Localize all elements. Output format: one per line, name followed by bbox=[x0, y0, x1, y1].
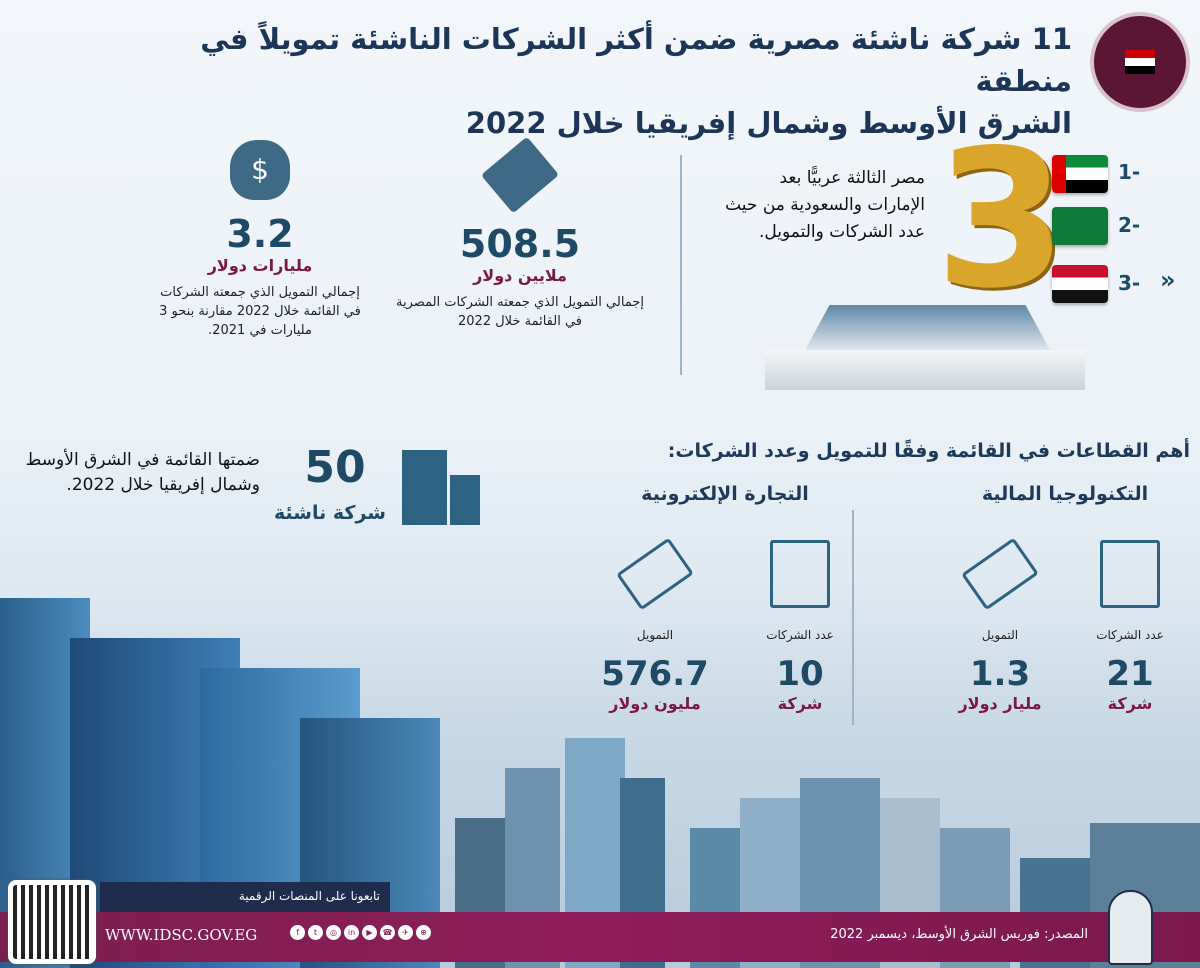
footer-bar: WWW.IDSC.GOV.EG f t ◎ in ▶ ☎ ✈ ⊕ المصدر:… bbox=[0, 912, 1200, 962]
linkedin-icon[interactable]: in bbox=[344, 925, 359, 940]
stat-unit: مليارات دولار bbox=[207, 256, 313, 275]
sector-name: التجارة الإلكترونية bbox=[641, 483, 809, 505]
stat-card: 508.5 ملايين دولار إجمالي التمويل الذي ج… bbox=[395, 136, 645, 331]
count-unit: شركة bbox=[777, 694, 823, 713]
count-unit: شركة bbox=[1107, 694, 1153, 713]
phone-icon[interactable]: ☎ bbox=[380, 925, 395, 940]
qr-code[interactable] bbox=[8, 880, 96, 964]
funding-value: 576.7 bbox=[601, 654, 709, 694]
sectors-heading: أهم القطاعات في القائمة وفقًا للتمويل وع… bbox=[667, 440, 1190, 462]
ecommerce-count: عدد الشركات 10 شركة bbox=[745, 540, 855, 713]
funding-unit: مليون دولار bbox=[609, 694, 701, 713]
stat-card: $ 3.2 مليارات دولار إجمالي التمويل الذي … bbox=[155, 140, 365, 340]
source-text: المصدر: فوربس الشرق الأوسط، ديسمبر 2022 bbox=[830, 927, 1088, 942]
rank-3: 3- bbox=[1118, 271, 1141, 295]
sector-ecommerce: التجارة الإلكترونية bbox=[600, 483, 850, 505]
stat-desc: إجمالي التمويل الذي جمعته الشركات في الق… bbox=[159, 285, 361, 338]
big-number-three: 3 bbox=[935, 109, 1068, 330]
funding-unit: مليار دولار bbox=[958, 694, 1042, 713]
chevron-marker-icon: » bbox=[1160, 266, 1176, 294]
rank-1: 1- bbox=[1118, 160, 1141, 184]
saudi-flag-icon bbox=[1052, 207, 1108, 245]
count-label: عدد الشركات bbox=[1096, 628, 1164, 642]
divider bbox=[852, 510, 854, 725]
youtube-icon[interactable]: ▶ bbox=[362, 925, 377, 940]
fintech-count: عدد الشركات 21 شركة bbox=[1075, 540, 1185, 713]
cash-icon bbox=[961, 537, 1039, 611]
stat-value: 508.5 bbox=[459, 222, 581, 266]
divider bbox=[680, 155, 682, 375]
twitter-icon[interactable]: t bbox=[308, 925, 323, 940]
title-line-1: 11 شركة ناشئة مصرية ضمن أكثر الشركات الن… bbox=[200, 22, 1072, 98]
social-icons: f t ◎ in ▶ ☎ ✈ ⊕ bbox=[290, 925, 431, 940]
building-icon bbox=[1100, 540, 1160, 608]
web-icon[interactable]: ⊕ bbox=[416, 925, 431, 940]
buildings-icon bbox=[402, 445, 482, 525]
eagle-logo-icon bbox=[1108, 890, 1153, 965]
website-link[interactable]: WWW.IDSC.GOV.EG bbox=[105, 926, 258, 944]
count-value: 10 bbox=[776, 654, 824, 694]
count-value: 21 bbox=[1106, 654, 1154, 694]
egypt-flag-icon bbox=[1052, 265, 1108, 303]
cash-icon bbox=[616, 537, 694, 611]
title-line-2: الشرق الأوسط وشمال إفريقيا خلال 2022 bbox=[465, 106, 1072, 140]
funding-value: 1.3 bbox=[969, 654, 1031, 694]
stat-value: 3.2 bbox=[226, 212, 294, 256]
rank-2: 2- bbox=[1118, 213, 1141, 237]
telegram-icon[interactable]: ✈ bbox=[398, 925, 413, 940]
idsc-logo bbox=[1090, 12, 1190, 112]
banknote-icon bbox=[480, 136, 560, 214]
stat-desc: إجمالي التمويل الذي جمعته الشركات المصري… bbox=[396, 295, 644, 329]
page-title: 11 شركة ناشئة مصرية ضمن أكثر الشركات الن… bbox=[172, 18, 1072, 144]
podium bbox=[765, 305, 1085, 390]
follow-text: تابعونا على المنصات الرقمية bbox=[238, 889, 380, 903]
money-bag-icon: $ bbox=[230, 140, 290, 200]
sector-name: التكنولوجيا المالية bbox=[981, 483, 1149, 505]
facebook-icon[interactable]: f bbox=[290, 925, 305, 940]
fintech-funding: التمويل 1.3 مليار دولار bbox=[940, 537, 1060, 713]
sector-fintech: التكنولوجيا المالية bbox=[940, 483, 1190, 505]
startups-unit: شركة ناشئة bbox=[274, 502, 386, 524]
count-label: عدد الشركات bbox=[766, 628, 834, 642]
stat-unit: ملايين دولار bbox=[473, 266, 567, 285]
startups-desc: ضمتها القائمة في الشرق الأوسط وشمال إفري… bbox=[25, 450, 260, 495]
follow-bar: تابعونا على المنصات الرقمية bbox=[100, 882, 390, 912]
ranking-text: مصر الثالثة عربيًّا بعد الإمارات والسعود… bbox=[725, 168, 925, 242]
ecommerce-funding: التمويل 576.7 مليون دولار bbox=[590, 537, 720, 713]
building-icon bbox=[770, 540, 830, 608]
startups-value: 50 bbox=[304, 442, 366, 493]
funding-label: التمويل bbox=[981, 628, 1019, 642]
funding-label: التمويل bbox=[636, 628, 674, 642]
uae-flag-icon bbox=[1052, 155, 1108, 193]
instagram-icon[interactable]: ◎ bbox=[326, 925, 341, 940]
